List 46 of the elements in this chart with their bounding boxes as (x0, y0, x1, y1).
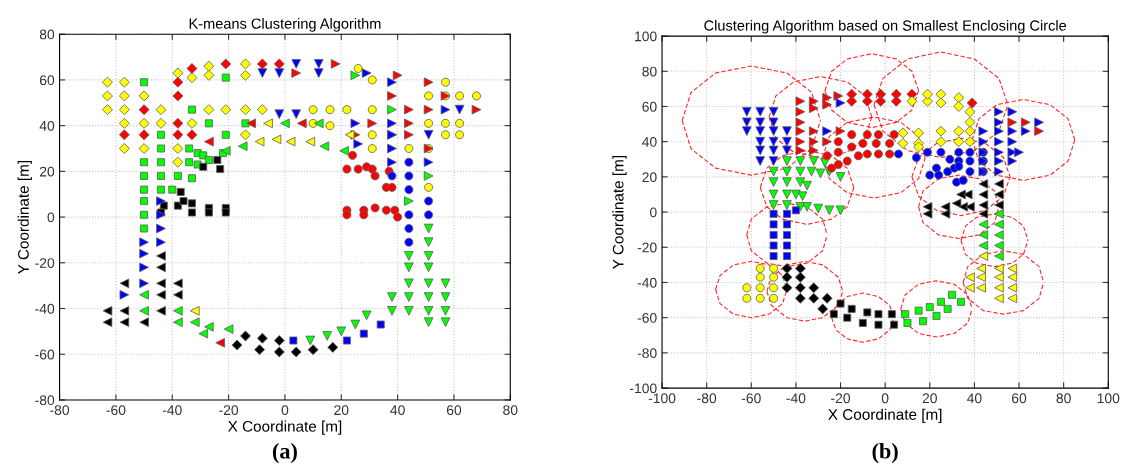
y-tick-label: 100 (635, 31, 657, 42)
x-tick-label: -40 (162, 405, 182, 416)
x-tick-label: -80 (50, 405, 70, 416)
y-tick-label: 40 (642, 137, 657, 147)
y-tick-label: 20 (642, 172, 657, 183)
y-tick-label: 60 (642, 101, 657, 112)
y-tick-label: 0 (47, 212, 55, 223)
chart-title: K-means Clustering Algorithm (189, 18, 381, 32)
y-axis-title: Y Coordinate [m] (612, 155, 627, 269)
x-axis-title: X Coordinate [m] (227, 420, 342, 435)
y-tick-label: 20 (39, 166, 55, 177)
x-tick-label: -80 (697, 393, 717, 404)
x-tick-label: -20 (831, 393, 851, 404)
x-tick-label: -60 (106, 405, 126, 416)
x-tick-label: 60 (446, 405, 462, 416)
x-tick-label: 100 (1097, 393, 1120, 404)
x-tick-label: 40 (966, 393, 982, 404)
x-axis-title: X Coordinate [m] (828, 408, 942, 423)
y-axis-title: Y Coordinate [m] (17, 160, 32, 274)
y-tick-label: -20 (637, 242, 657, 253)
x-tick-label: 80 (503, 405, 518, 416)
y-tick-label: -60 (637, 313, 657, 323)
y-tick-label: -40 (35, 303, 55, 314)
x-tick-label: 0 (281, 405, 289, 416)
x-tick-label: -60 (741, 393, 761, 404)
y-tick-label: -60 (35, 349, 55, 360)
x-tick-label: 40 (390, 405, 405, 416)
y-tick-label: 80 (642, 66, 657, 77)
y-tick-label: 0 (649, 207, 657, 218)
x-tick-label: 20 (922, 393, 937, 404)
y-tick-label: 80 (39, 29, 55, 40)
y-tick-label: 40 (39, 120, 55, 131)
y-tick-label: 60 (39, 75, 55, 86)
x-tick-label: -40 (786, 393, 806, 404)
y-tick-label: -80 (637, 348, 657, 359)
y-tick-label: -40 (637, 277, 657, 288)
y-tick-label: -100 (630, 383, 657, 394)
x-tick-label: 80 (1056, 393, 1071, 404)
y-tick-label: -20 (35, 258, 55, 268)
x-tick-label: 20 (334, 405, 349, 416)
text: (b) (872, 442, 898, 464)
x-tick-label: 60 (1012, 393, 1027, 404)
x-tick-label: 0 (881, 393, 889, 404)
text: (a) (272, 442, 297, 464)
x-tick-label: -20 (219, 405, 239, 416)
chart-title: Clustering Algorithm based on Smallest Enclosing Circle (704, 19, 1067, 34)
